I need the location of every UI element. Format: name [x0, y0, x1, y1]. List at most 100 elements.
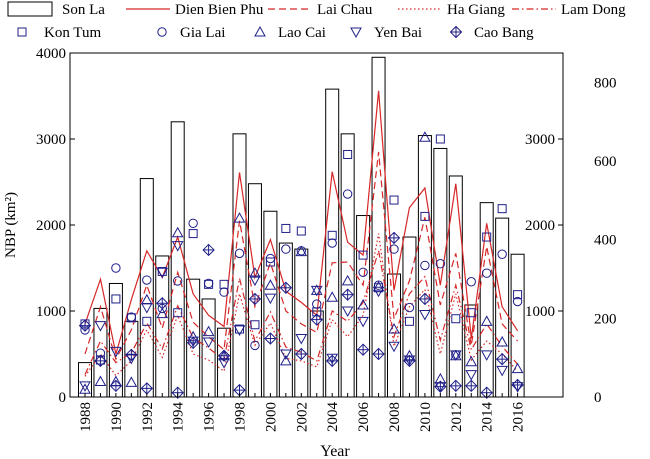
point-cao-bang-1991 — [125, 348, 138, 362]
point-kon-tum-2001 — [281, 223, 291, 233]
point-gia-lai-2006 — [358, 267, 368, 277]
point-gia-lai-1995 — [188, 218, 198, 228]
point-yen-bai-1998 — [233, 325, 246, 336]
point-kon-tum-2009 — [404, 316, 414, 326]
x-tick-label: 1990 — [109, 402, 125, 432]
point-lao-cai-1999 — [249, 267, 261, 278]
point-kon-tum-2014 — [482, 232, 492, 242]
legend-label-gia-lai: Gia Lai — [180, 25, 225, 41]
x-tick-label: 2012 — [449, 402, 465, 432]
point-gia-lai-1999 — [250, 340, 260, 351]
point-gia-lai-1994 — [173, 276, 183, 286]
left-tick-label: 0 — [59, 390, 67, 406]
point-yen-bai-1993 — [156, 267, 169, 279]
point-yen-bai-1989 — [94, 321, 107, 332]
point-yen-bai-1990 — [110, 346, 122, 358]
point-gia-lai-2011 — [435, 259, 446, 269]
point-cao-bang-1999 — [248, 292, 262, 306]
point-yen-bai-2013 — [465, 370, 478, 381]
legend-label-lai-chau: Lai Chau — [317, 2, 373, 18]
point-lao-cai-2013 — [465, 355, 478, 367]
legend-label-lam-dong: Lam Dong — [561, 2, 626, 18]
point-cao-bang-2001 — [279, 281, 293, 294]
point-lao-cai-2010 — [419, 131, 431, 142]
line-ha-giang — [84, 233, 519, 377]
point-lao-cai-2002 — [295, 245, 308, 257]
point-gia-lai-2013 — [466, 277, 476, 287]
point-kon-tum-1992 — [142, 316, 152, 326]
point-lao-cai-1998 — [233, 212, 246, 223]
right-outer-tick-label: 3000 — [525, 132, 555, 148]
point-yen-bai-1994 — [171, 241, 184, 252]
x-tick-label: 1996 — [202, 402, 218, 433]
point-gia-lai-2009 — [404, 302, 415, 313]
point-yen-bai-2012 — [449, 350, 462, 361]
point-kon-tum-1995 — [188, 229, 198, 239]
point-yen-bai-2010 — [419, 309, 431, 321]
point-cao-bang-2002 — [295, 347, 308, 361]
point-cao-bang-2015 — [495, 352, 509, 366]
point-cao-bang-1988 — [78, 319, 92, 332]
point-yen-bai-1988 — [79, 381, 91, 392]
point-gia-lai-2001 — [281, 244, 291, 254]
x-tick-label: 2006 — [356, 402, 372, 433]
point-kon-tum-2008 — [389, 195, 399, 205]
point-lao-cai-1989 — [94, 375, 107, 387]
right-outer-tick-label: 1000 — [525, 304, 555, 320]
point-yen-bai-2015 — [496, 365, 508, 377]
point-cao-bang-2005 — [341, 288, 354, 301]
legend-label-lao-cai: Lao Cai — [278, 25, 326, 41]
point-cao-bang-2004 — [325, 354, 339, 368]
point-gia-lai-1998 — [234, 248, 245, 259]
point-lao-cai-2014 — [480, 315, 493, 326]
x-tick-label: 2014 — [480, 402, 496, 433]
point-lao-cai-2005 — [341, 274, 354, 286]
point-gia-lai-1996 — [203, 278, 214, 289]
point-cao-bang-2009 — [403, 354, 416, 368]
legend-marker-kon-tum — [17, 27, 27, 37]
point-cao-bang-1996 — [202, 243, 215, 257]
point-lao-cai-2007 — [372, 280, 385, 292]
x-tick-label: 1998 — [233, 402, 249, 432]
marker-series — [78, 131, 524, 399]
point-kon-tum-2010 — [420, 211, 430, 221]
point-yen-bai-2006 — [357, 316, 369, 328]
point-lao-cai-1991 — [125, 376, 138, 387]
x-tick-label: 1992 — [140, 402, 156, 432]
point-lao-cai-2004 — [326, 291, 339, 302]
point-gia-lai-2016 — [512, 296, 523, 307]
axes: 0 1000 2000 3000 4000 1000 2000 3000 0 200 400 600 8… — [36, 46, 617, 432]
point-kon-tum-1999 — [250, 320, 260, 330]
point-cao-bang-1990 — [109, 379, 123, 393]
x-axis-label: Year — [320, 443, 350, 459]
point-kon-tum-2016 — [513, 290, 523, 300]
point-gia-lai-1990 — [111, 263, 121, 273]
legend-label-ha-giang: Ha Giang — [447, 2, 505, 18]
point-cao-bang-1997 — [217, 349, 231, 362]
x-tick-label: 1994 — [171, 402, 187, 433]
legend-label-yen-bai: Yen Bai — [374, 25, 422, 41]
line-lai-chau — [84, 151, 519, 361]
point-gia-lai-2005 — [342, 189, 353, 199]
point-yen-bai-2004 — [326, 353, 339, 365]
x-tick-label: 2010 — [418, 402, 434, 432]
point-kon-tum-2002 — [296, 226, 306, 236]
point-kon-tum-2013 — [466, 308, 476, 318]
left-tick-label: 4000 — [36, 46, 66, 62]
point-kon-tum-1998 — [235, 324, 244, 334]
legend-marker-gia-lai — [157, 27, 167, 37]
right-outer-tick-label: 2000 — [525, 218, 555, 234]
left-tick-label: 2000 — [36, 218, 66, 234]
legend-marker-cao-bang — [449, 25, 463, 39]
point-yen-bai-1996 — [202, 337, 215, 348]
legend: Son La Dien Bien Phu Lai Chau Ha Giang Lam D… — [7, 1, 626, 41]
point-gia-lai-2008 — [389, 244, 399, 254]
legend-label-kon-tum: Kon Tum — [44, 25, 101, 41]
legend-swatch-son-la — [7, 1, 53, 17]
point-gia-lai-2014 — [482, 268, 492, 278]
x-tick-label: 2002 — [294, 402, 310, 432]
x-tick-label: 2000 — [263, 402, 279, 432]
point-cao-bang-2016 — [511, 378, 524, 392]
point-gia-lai-2003 — [312, 299, 322, 309]
